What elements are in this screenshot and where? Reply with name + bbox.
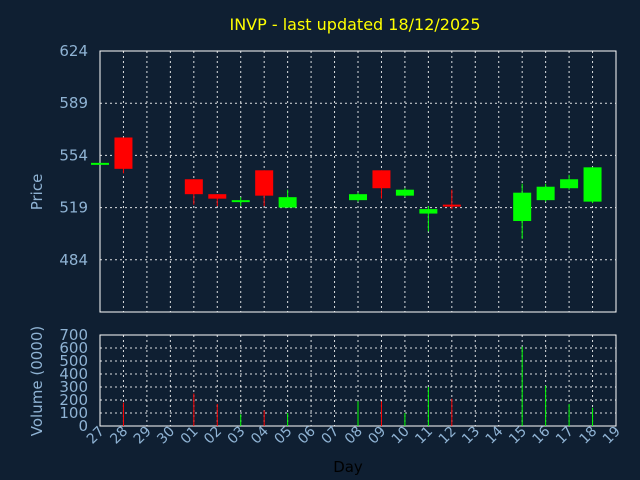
candle-28 (114, 137, 133, 174)
volume-tick-label: 700 (59, 326, 88, 344)
volume-tick-label: 400 (59, 365, 88, 383)
candle-body (208, 194, 227, 199)
candle-05 (278, 189, 297, 208)
volume-tick-label: 200 (59, 391, 88, 409)
candle-body (372, 170, 391, 189)
volume-tick-label: 600 (59, 339, 88, 357)
candle-18 (583, 167, 602, 204)
x-axis-label: Day (333, 458, 363, 476)
candle-27 (91, 162, 109, 165)
candle-body (536, 186, 555, 201)
candle-body (255, 170, 274, 196)
candle-04 (255, 170, 274, 207)
price-tick-label: 589 (59, 94, 88, 112)
price-axis-label: Price (28, 174, 46, 211)
candle-15 (513, 183, 532, 239)
volume-tick-label: 500 (59, 352, 88, 370)
candle-body (278, 197, 297, 208)
candle-body (419, 209, 438, 214)
volume-tick-label: 0 (78, 417, 88, 435)
price-tick-label: 519 (59, 199, 88, 217)
price-panel: 484 519 554 589 624 (59, 42, 617, 313)
volume-tick-label: 300 (59, 378, 88, 396)
candle-body (560, 179, 579, 189)
candle-16 (536, 183, 555, 202)
candle-03 (231, 197, 250, 207)
candle-body (231, 200, 250, 203)
candle-body (91, 162, 109, 165)
candle-11 (419, 206, 438, 232)
candle-body (583, 167, 602, 202)
price-tick-label: 624 (59, 42, 88, 60)
volume-axis-label: Volume (0000) (28, 326, 46, 436)
candle-body (114, 137, 133, 169)
volume-tick-label: 100 (59, 404, 88, 422)
candle-10 (395, 188, 414, 198)
candle-body (349, 194, 367, 201)
price-tick-label: 554 (59, 146, 88, 164)
x-axis: 27 28 29 30 01 02 03 04 05 06 07 08 09 10 11 12 13 14 15 16… (84, 423, 624, 447)
candle-body (395, 189, 414, 196)
candle-body (184, 179, 203, 195)
price-tick-label: 484 (59, 251, 88, 269)
candle-17 (560, 174, 579, 190)
candle-01 (184, 179, 203, 205)
candle-09 (372, 170, 391, 199)
candle-12 (442, 189, 461, 210)
candle-02 (208, 194, 227, 207)
candle-08 (349, 192, 367, 202)
candle-body (442, 204, 461, 207)
price-frame (99, 50, 617, 313)
candle-body (513, 192, 532, 222)
chart-title: INVP - last updated 18/12/2025 (229, 15, 480, 34)
